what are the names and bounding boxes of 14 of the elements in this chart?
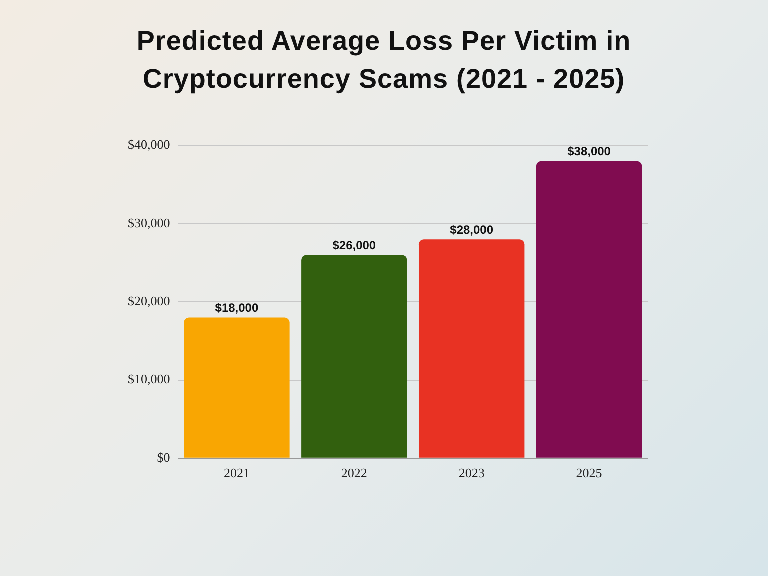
data-label: $38,000: [568, 144, 612, 159]
x-tick-label: 2023: [458, 466, 485, 481]
y-tick-label: $10,000: [128, 372, 170, 387]
chart-title: Predicted Average Loss Per Victim in Cryptocurrency Scams (2021 - 2025): [136, 25, 632, 96]
y-tick-label: $0: [157, 450, 170, 465]
x-tick-label: 2021: [224, 466, 250, 481]
x-tick-label: 2025: [576, 466, 602, 481]
x-tick-label: 2022: [341, 466, 368, 481]
data-label: $28,000: [450, 222, 494, 237]
data-label: $26,000: [332, 238, 376, 253]
data-label: $18,000: [215, 301, 259, 316]
y-tick-label: $40,000: [128, 137, 170, 152]
y-tick-label: $20,000: [128, 294, 170, 309]
y-tick-label: $30,000: [128, 215, 170, 230]
